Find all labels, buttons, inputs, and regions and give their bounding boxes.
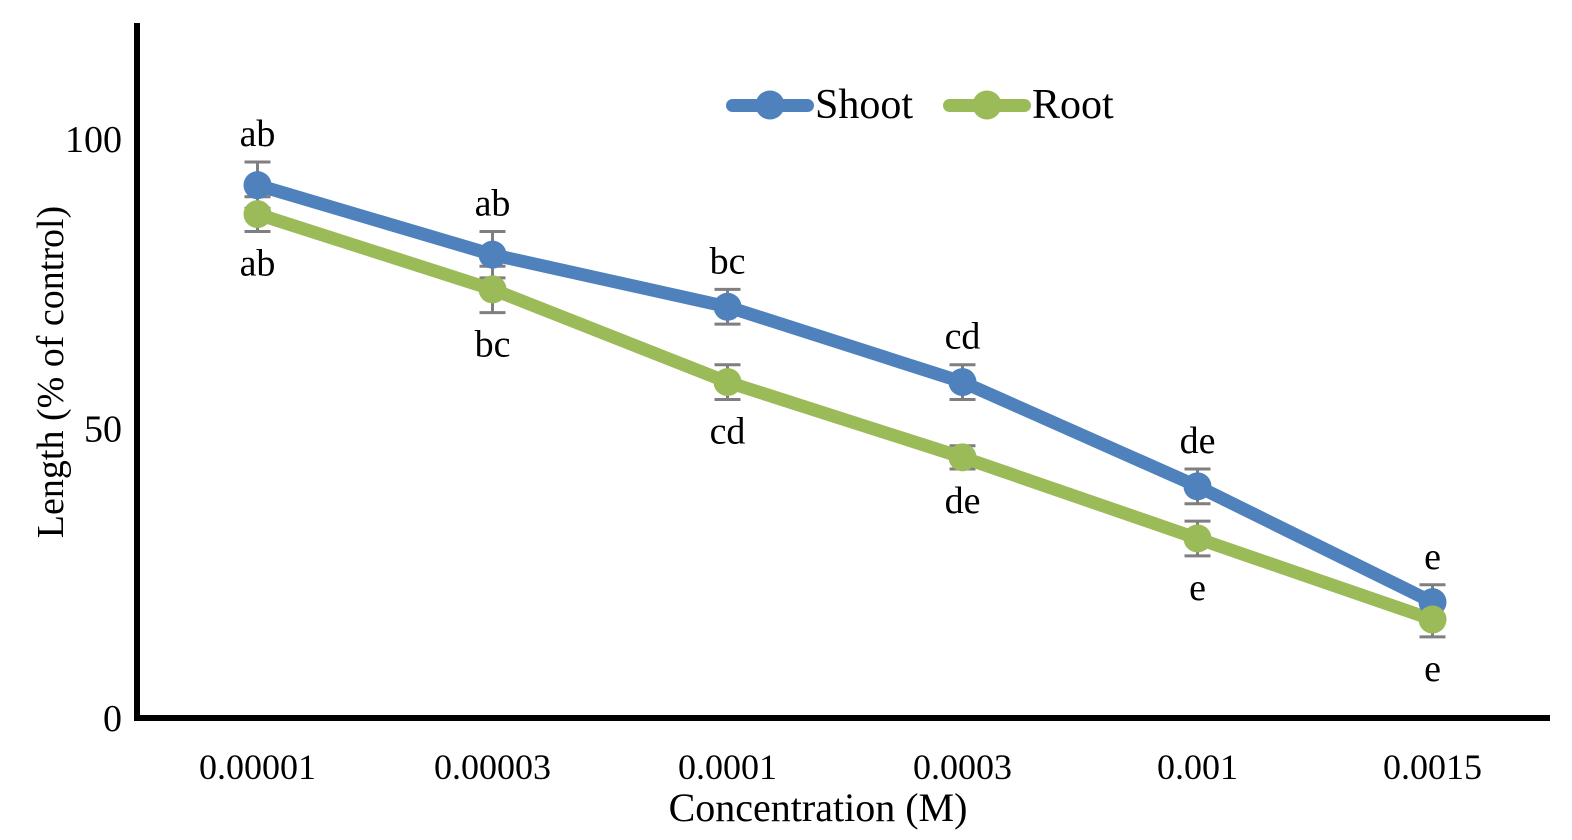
x-tick-label: 0.0015: [1383, 747, 1482, 787]
point-label-root: e: [1424, 648, 1441, 690]
data-point-marker-shoot: [243, 171, 272, 200]
series-line-root: [251, 207, 1439, 627]
legend-item-shoot: Shoot: [726, 84, 913, 126]
data-point-marker-root: [713, 368, 742, 397]
data-point-marker-shoot: [713, 292, 742, 321]
legend-dot-icon: [755, 90, 785, 120]
point-label-root: cd: [710, 410, 746, 452]
x-tick-label: 0.00001: [199, 747, 316, 787]
x-tick-label: 0.0001: [678, 747, 777, 787]
legend-item-root: Root: [943, 84, 1114, 126]
x-tick-label: 0.0003: [913, 747, 1012, 787]
data-point-marker-root: [948, 443, 977, 472]
data-point-marker-root: [478, 275, 507, 304]
y-tick-label: 50: [84, 408, 122, 450]
point-label-root: de: [945, 480, 981, 522]
point-label-shoot: bc: [710, 240, 746, 282]
point-label-shoot: cd: [945, 316, 981, 358]
point-label-shoot: e: [1424, 536, 1441, 578]
data-point-marker-shoot: [1183, 472, 1212, 501]
y-tick-label: 100: [65, 119, 122, 161]
data-point-marker-root: [243, 200, 272, 229]
data-point-marker-shoot: [478, 240, 507, 269]
point-label-shoot: de: [1180, 420, 1216, 462]
point-label-root: e: [1189, 567, 1206, 609]
legend-line-marker-icon: [943, 90, 1032, 120]
point-label-root: ab: [240, 243, 276, 285]
x-tick-label: 0.001: [1157, 747, 1238, 787]
legend-dot-icon: [972, 90, 1002, 120]
legend-label: Shoot: [815, 82, 914, 128]
x-axis-title: Concentration (M): [668, 785, 968, 830]
point-label-root: bc: [475, 324, 511, 366]
y-tick-label: 0: [103, 698, 122, 740]
legend-line-marker-icon: [726, 90, 814, 120]
y-axis-title: Length (% of control): [30, 205, 72, 539]
point-label-shoot: ab: [240, 113, 276, 155]
data-point-marker-root: [1183, 524, 1212, 553]
x-tick-label: 0.00003: [434, 747, 551, 787]
series-line-shoot: [251, 178, 1439, 609]
legend-label: Root: [1032, 82, 1114, 128]
data-point-marker-root: [1418, 605, 1447, 634]
legend: Shoot Root: [726, 84, 1114, 126]
point-label-shoot: ab: [475, 183, 511, 225]
data-point-marker-shoot: [948, 368, 977, 397]
